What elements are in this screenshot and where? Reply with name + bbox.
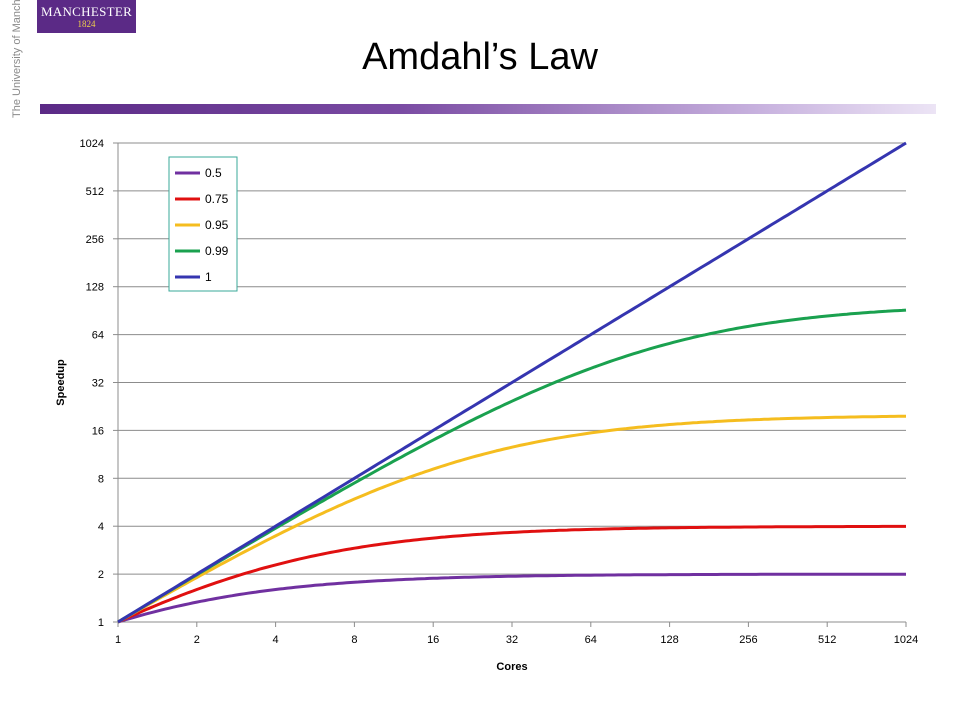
x-tick-label: 8 (351, 634, 357, 646)
y-tick-label: 512 (86, 186, 104, 198)
y-tick-label: 1024 (80, 138, 104, 150)
y-tick-label: 16 (92, 425, 104, 437)
university-logo: MANCHESTER 1824 (37, 0, 136, 33)
series-line-0-95 (117, 414, 906, 624)
legend-label: 0.5 (205, 166, 222, 180)
series-line-1 (117, 141, 907, 624)
x-tick-label: 512 (818, 634, 836, 646)
y-axis-title: Speedup (55, 359, 67, 406)
slide-title: Amdahl’s Law (362, 36, 598, 78)
legend-label: 0.75 (205, 192, 229, 206)
y-tick-label: 8 (98, 473, 104, 485)
x-axis-title: Cores (496, 661, 527, 673)
x-tick-label: 32 (506, 634, 518, 646)
y-tick-label: 128 (86, 282, 104, 294)
y-tick-label: 64 (92, 330, 104, 342)
legend-label: 1 (205, 270, 212, 284)
x-tick-label: 4 (273, 634, 279, 646)
logo-year: 1824 (77, 19, 96, 29)
logo-name: MANCHESTER (40, 4, 133, 19)
series-line-0-5 (117, 572, 906, 624)
x-tick-label: 16 (427, 634, 439, 646)
y-tick-label: 2 (98, 569, 104, 581)
x-tick-label: 256 (739, 634, 757, 646)
legend-label: 0.95 (205, 218, 229, 232)
y-tick-label: 1 (98, 617, 104, 629)
y-tick-label: 4 (98, 521, 104, 533)
x-tick-label: 1 (115, 634, 121, 646)
x-tick-label: 128 (660, 634, 678, 646)
x-tick-label: 2 (194, 634, 200, 646)
x-tick-label: 64 (585, 634, 597, 646)
title-divider-bar (40, 104, 936, 114)
x-tick-label: 1024 (894, 634, 918, 646)
legend-label: 0.99 (205, 244, 229, 258)
series-line-0-75 (117, 524, 906, 624)
y-tick-label: 32 (92, 378, 104, 390)
y-tick-label: 256 (86, 234, 104, 246)
